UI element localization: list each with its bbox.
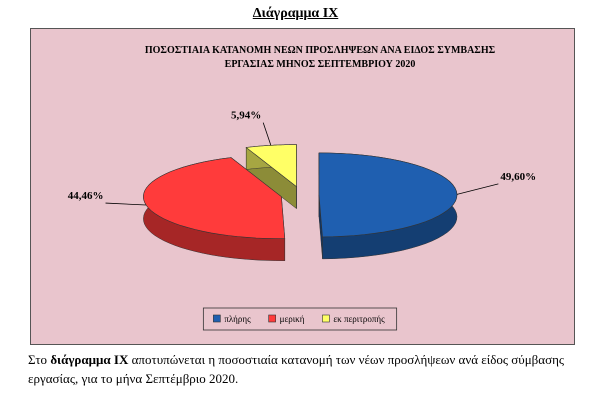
caption-bold: διάγραμμα ΙΧ: [50, 352, 129, 367]
data-label: 44,46%: [68, 190, 104, 202]
chart-background: [30, 28, 575, 345]
legend-box: [202, 307, 398, 331]
legend-label: πλήρης: [224, 314, 251, 324]
legend-swatch: [268, 314, 276, 323]
legend-label: εκ περιτροπής: [333, 314, 385, 324]
caption-text: αποτυπώνεται η ποσοστιαία κατανομή των ν…: [28, 352, 565, 386]
caption-text: Στο: [28, 352, 48, 367]
caption: Στο διάγραμμα ΙΧ αποτυπώνεται η ποσοστια…: [28, 350, 573, 388]
legend-swatch: [322, 314, 330, 323]
legend-label: μερική: [280, 314, 305, 324]
legend-swatch: [213, 314, 221, 323]
data-label: 5,94%: [231, 110, 261, 122]
heading: Διάγραμμα ΙΧ: [252, 6, 339, 21]
chart-title: ΠΟΣΟΣΤΙΑΙΑ ΚΑΤΑΝΟΜΗ ΝΕΩΝ ΠΡΟΣΛΗΨΕΩΝ ΑΝΑ …: [144, 45, 496, 70]
data-label: 49,60%: [500, 171, 536, 183]
leader-line: [456, 183, 499, 195]
chart: 49,60% 44,46% 5,94% πλήρης μερική εκ περιτροπ…: [30, 28, 575, 345]
leader-line: [105, 202, 147, 206]
legend: πλήρης μερική εκ περιτροπής: [202, 307, 398, 331]
leader-line: [262, 122, 272, 146]
